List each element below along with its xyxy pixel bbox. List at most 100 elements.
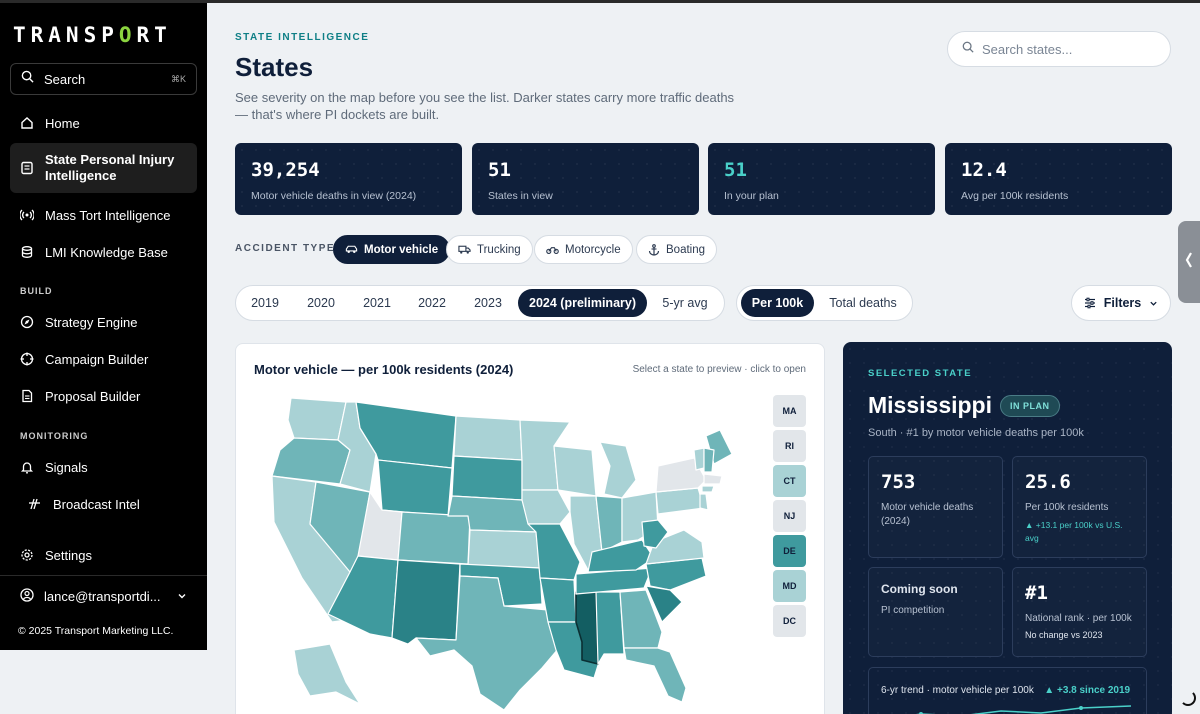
- state-sc[interactable]: [645, 585, 683, 623]
- sidebar-item-settings[interactable]: Settings: [10, 543, 197, 567]
- chip-boating[interactable]: Boating: [636, 235, 718, 264]
- state-ks[interactable]: [467, 529, 541, 569]
- state-wi[interactable]: [553, 445, 597, 497]
- stat-label: Avg per 100k residents: [961, 190, 1069, 202]
- small-state-ma[interactable]: MA: [773, 395, 806, 427]
- selected-state-name: Mississippi: [868, 392, 992, 418]
- window-top-bar: [0, 0, 1200, 3]
- state-ia[interactable]: [521, 489, 571, 525]
- sidebar-item-proposal-builder[interactable]: Proposal Builder: [10, 384, 197, 408]
- sidebar-item-mass-tort[interactable]: Mass Tort Intelligence: [10, 203, 197, 227]
- chip-motor-vehicle[interactable]: Motor vehicle: [333, 235, 451, 264]
- stat-label: In your plan: [724, 190, 779, 202]
- sidebar-item-lmi[interactable]: LMI Knowledge Base: [10, 240, 197, 264]
- us-choropleth-map[interactable]: [258, 392, 768, 714]
- state-wy[interactable]: [377, 459, 453, 517]
- truck-icon: [458, 244, 471, 255]
- state-mi[interactable]: [599, 441, 637, 499]
- metric-total-deaths[interactable]: Total deaths: [829, 296, 897, 310]
- stat-value: 39,254: [251, 159, 320, 181]
- state-tx[interactable]: [415, 575, 565, 711]
- state-nj[interactable]: [699, 493, 709, 511]
- sidebar-item-label: State Personal Injury Intelligence: [45, 152, 175, 183]
- chip-trucking[interactable]: Trucking: [446, 235, 533, 264]
- state-ga[interactable]: [619, 589, 663, 649]
- state-ct[interactable]: [701, 485, 715, 493]
- year-5yr-avg[interactable]: 5-yr avg: [662, 296, 708, 310]
- sidebar-search-label: Search: [44, 71, 86, 87]
- state-wa[interactable]: [287, 397, 347, 441]
- filters-button[interactable]: Filters: [1071, 285, 1171, 321]
- year-2024-preliminary[interactable]: 2024 (preliminary): [518, 289, 647, 317]
- sidebar-item-signals[interactable]: Signals: [10, 455, 197, 479]
- metric-label: Motor vehicle deaths (2024): [881, 502, 974, 527]
- compass-icon: [20, 315, 34, 329]
- sidebar-item-state-pi[interactable]: State Personal Injury Intelligence: [10, 143, 197, 193]
- metric-value: #1: [1025, 582, 1048, 604]
- state-vt[interactable]: [693, 447, 705, 471]
- state-nd[interactable]: [453, 415, 523, 461]
- year-2020[interactable]: 2020: [307, 296, 335, 310]
- trend-delta: ▲ +3.8 since 2019: [1044, 685, 1131, 696]
- small-state-md[interactable]: MD: [773, 570, 806, 602]
- sidebar-item-label: LMI Knowledge Base: [45, 244, 168, 260]
- small-state-nj[interactable]: NJ: [773, 500, 806, 532]
- page-description: See severity on the map before you see t…: [235, 90, 735, 122]
- sidebar-item-label: Mass Tort Intelligence: [45, 207, 171, 223]
- metric-card-deaths: 753 Motor vehicle deaths (2024): [868, 456, 1003, 558]
- state-fl[interactable]: [623, 647, 687, 703]
- sidebar-item-label: Home: [45, 115, 80, 131]
- sidebar-search-button[interactable]: Search ⌘K: [10, 63, 197, 95]
- year-2022[interactable]: 2022: [418, 296, 446, 310]
- year-2021[interactable]: 2021: [363, 296, 391, 310]
- stat-label: Motor vehicle deaths in view (2024): [251, 190, 417, 202]
- sidebar-item-broadcast-intel[interactable]: Broadcast Intel: [10, 492, 197, 516]
- metric-card-rate: 25.6 Per 100k residents ▲ +13.1 per 100k…: [1012, 456, 1147, 558]
- state-nh[interactable]: [703, 447, 715, 473]
- target-icon: [20, 352, 34, 366]
- state-sd[interactable]: [451, 455, 523, 501]
- small-state-de[interactable]: DE: [773, 535, 806, 567]
- selected-state-panel: SELECTED STATE Mississippi IN PLAN South…: [843, 342, 1172, 714]
- coming-soon-title: Coming soon: [881, 582, 958, 596]
- state-ak[interactable]: [293, 643, 361, 705]
- state-nm[interactable]: [391, 559, 461, 645]
- user-icon: [20, 588, 34, 605]
- sidebar-item-campaign-builder[interactable]: Campaign Builder: [10, 347, 197, 371]
- document-icon: [20, 161, 34, 175]
- motorcycle-icon: [546, 244, 559, 255]
- chip-label: Motor vehicle: [364, 243, 439, 256]
- state-co[interactable]: [397, 511, 471, 565]
- gear-icon: [20, 548, 34, 562]
- small-state-ri[interactable]: RI: [773, 430, 806, 462]
- chevron-down-icon: [177, 589, 187, 604]
- trend-title: 6-yr trend · motor vehicle per 100k: [881, 685, 1034, 696]
- state-wv[interactable]: [641, 519, 669, 549]
- state-ny[interactable]: [655, 457, 707, 493]
- sidebar-item-home[interactable]: Home: [10, 111, 197, 135]
- year-2019[interactable]: 2019: [251, 296, 279, 310]
- state-ky[interactable]: [587, 539, 655, 573]
- metric-per-100k[interactable]: Per 100k: [741, 289, 814, 317]
- sidebar-section-build: BUILD: [20, 286, 53, 296]
- metric-label: Per 100k residents: [1025, 502, 1109, 513]
- logo-text-end: RT: [136, 23, 172, 47]
- chip-motorcycle[interactable]: Motorcycle: [534, 235, 633, 264]
- state-va[interactable]: [645, 529, 705, 565]
- chip-label: Trucking: [477, 243, 521, 256]
- sidebar-divider: [0, 575, 207, 576]
- year-2023[interactable]: 2023: [474, 296, 502, 310]
- panel-collapse-tab[interactable]: [1178, 221, 1200, 303]
- state-al[interactable]: [595, 591, 625, 665]
- user-menu[interactable]: lance@transportdi...: [10, 588, 197, 605]
- state-search-input[interactable]: [982, 41, 1152, 57]
- small-state-dc[interactable]: DC: [773, 605, 806, 637]
- small-state-ct[interactable]: CT: [773, 465, 806, 497]
- brand-logo[interactable]: TRANSPORT: [13, 23, 172, 47]
- stat-card-states: 51 States in view: [472, 143, 699, 215]
- state-ma[interactable]: [703, 473, 723, 485]
- sidebar-item-label: Strategy Engine: [45, 314, 138, 330]
- stat-value: 12.4: [961, 159, 1007, 181]
- sidebar-item-strategy-engine[interactable]: Strategy Engine: [10, 310, 197, 334]
- state-search[interactable]: [947, 31, 1171, 67]
